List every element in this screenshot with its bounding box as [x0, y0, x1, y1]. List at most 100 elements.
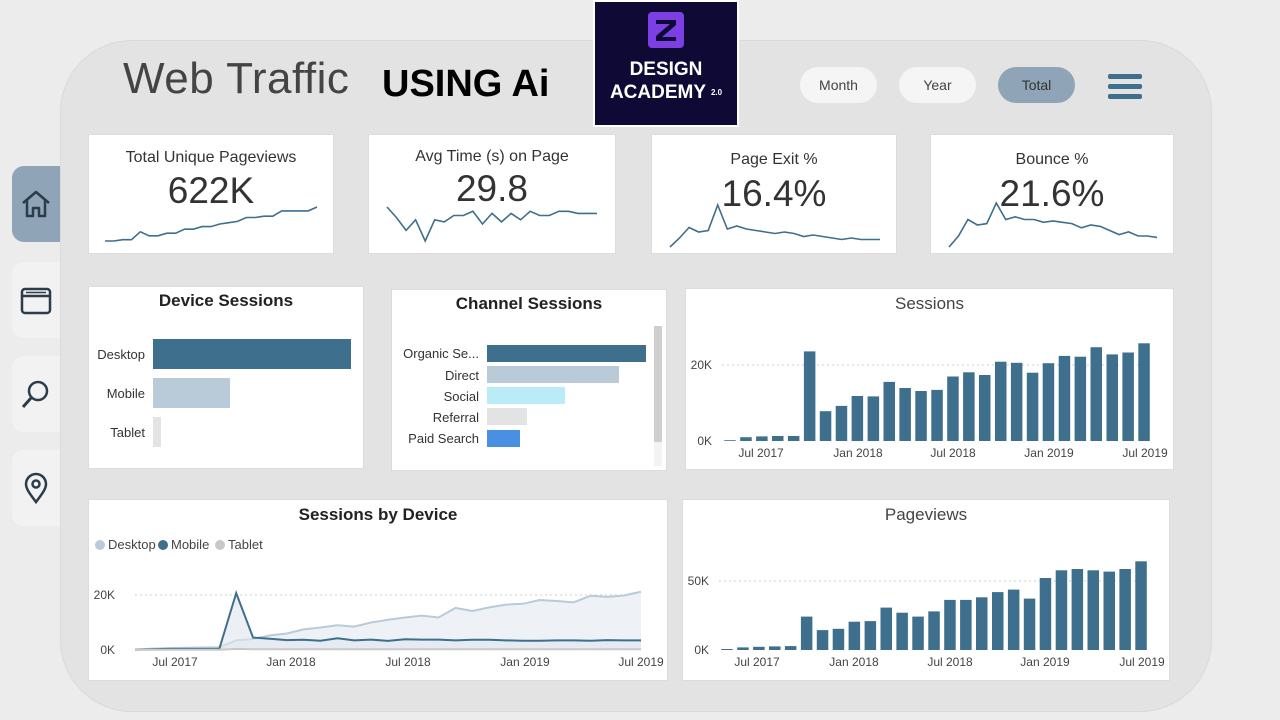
- legend-desktop[interactable]: Desktop: [95, 537, 156, 552]
- kpi-value: 622K: [167, 170, 255, 211]
- bar[interactable]: [756, 436, 768, 441]
- bar[interactable]: [1058, 355, 1071, 441]
- card-title: Sessions: [895, 294, 964, 313]
- device-bar-mobile[interactable]: [153, 378, 231, 408]
- bar[interactable]: [787, 436, 800, 441]
- channel-label: Referral: [432, 410, 479, 425]
- device-bar-tablet[interactable]: [153, 417, 161, 447]
- kpi-label: Total Unique Pageviews: [125, 149, 297, 166]
- bar[interactable]: [1042, 363, 1055, 441]
- location-pin-icon: [24, 472, 48, 505]
- bar[interactable]: [851, 396, 864, 441]
- sidebar-item-search[interactable]: [12, 356, 60, 432]
- bar[interactable]: [995, 361, 1007, 441]
- sidebar-item-window[interactable]: [12, 262, 60, 338]
- bar[interactable]: [1122, 352, 1134, 442]
- bar[interactable]: [944, 599, 956, 650]
- channel-scrollbar-thumb[interactable]: [654, 326, 662, 442]
- search-icon: [21, 380, 49, 408]
- device-sessions-card: Device Sessions Desktop Mobile Tablet: [88, 286, 364, 469]
- bar[interactable]: [800, 616, 813, 650]
- bar[interactable]: [784, 646, 797, 650]
- bar[interactable]: [753, 646, 765, 650]
- bar[interactable]: [992, 592, 1004, 650]
- bar[interactable]: [1010, 362, 1023, 441]
- bar[interactable]: [1074, 356, 1087, 441]
- sidebar-item-location[interactable]: [12, 450, 60, 526]
- bar[interactable]: [1090, 347, 1103, 441]
- bar[interactable]: [1087, 570, 1100, 650]
- channel-scrollbar-track[interactable]: [654, 326, 662, 466]
- kpi-value: 16.4%: [721, 173, 827, 214]
- bar[interactable]: [1138, 343, 1150, 441]
- sidebar-item-home[interactable]: [12, 166, 60, 242]
- bar[interactable]: [819, 411, 832, 441]
- legend-tablet[interactable]: Tablet: [215, 537, 263, 552]
- bar[interactable]: [1039, 578, 1052, 650]
- x-tick-label: Jan 2018: [833, 446, 883, 460]
- device-bar-desktop[interactable]: [153, 339, 351, 369]
- bar[interactable]: [1007, 589, 1020, 650]
- bar[interactable]: [1055, 570, 1068, 650]
- filter-month-button[interactable]: Month: [800, 67, 877, 103]
- bar[interactable]: [1026, 372, 1039, 441]
- sessions-chart-card: Sessions 0K 20K Jul 2017 Jan 2018 Jul 2018 Ja…: [685, 288, 1174, 470]
- bar[interactable]: [896, 612, 908, 650]
- filter-year-button[interactable]: Year: [899, 67, 976, 103]
- bar[interactable]: [1103, 571, 1116, 650]
- card-title: Channel Sessions: [455, 294, 603, 313]
- x-tick-label: Jul 2018: [927, 655, 973, 669]
- bar[interactable]: [864, 621, 877, 650]
- filter-total-button[interactable]: Total: [998, 67, 1075, 103]
- bar[interactable]: [803, 351, 816, 441]
- bar[interactable]: [883, 381, 896, 441]
- bar[interactable]: [772, 436, 784, 441]
- bar[interactable]: [816, 630, 829, 650]
- bar[interactable]: [931, 389, 943, 441]
- channel-bar-referral[interactable]: [487, 408, 527, 425]
- bar[interactable]: [912, 616, 924, 650]
- y-tick-label: 20K: [691, 358, 712, 372]
- bar[interactable]: [928, 611, 940, 650]
- logo-z-icon: [648, 12, 684, 48]
- bar[interactable]: [848, 621, 861, 650]
- bar[interactable]: [1119, 569, 1131, 650]
- y-tick-label: 20K: [94, 588, 115, 602]
- series-line-tablet[interactable]: [134, 647, 641, 651]
- logo-text-design: DESIGN: [629, 59, 703, 80]
- bar[interactable]: [963, 372, 975, 441]
- bar[interactable]: [880, 607, 893, 650]
- bar[interactable]: [976, 597, 988, 650]
- bar[interactable]: [915, 391, 927, 441]
- bar[interactable]: [737, 647, 749, 650]
- bar[interactable]: [769, 646, 781, 650]
- channel-bar-direct[interactable]: [487, 366, 619, 383]
- bar[interactable]: [899, 388, 911, 441]
- bar[interactable]: [867, 396, 880, 441]
- bar[interactable]: [979, 375, 991, 441]
- bar[interactable]: [835, 405, 848, 441]
- channel-bar-organic[interactable]: [487, 345, 646, 362]
- bar[interactable]: [832, 628, 845, 650]
- bar[interactable]: [1071, 569, 1084, 650]
- bar[interactable]: [1106, 354, 1119, 441]
- bar[interactable]: [1023, 598, 1036, 650]
- bar[interactable]: [721, 649, 733, 650]
- bar[interactable]: [740, 437, 752, 441]
- x-tick-label: Jul 2019: [618, 655, 664, 669]
- pageviews-chart-card: Pageviews 0K 50K Jul 2017 Jan 2018 Jul 2018 J…: [682, 499, 1170, 681]
- channel-bar-paid-search[interactable]: [487, 430, 521, 447]
- menu-hamburger-icon[interactable]: [1108, 74, 1142, 100]
- y-tick-label: 0K: [100, 643, 115, 657]
- legend-mobile[interactable]: Mobile: [158, 537, 209, 552]
- channel-bar-social[interactable]: [487, 387, 565, 404]
- bar[interactable]: [1135, 561, 1147, 650]
- bar[interactable]: [960, 599, 972, 650]
- kpi-sparkline: [669, 202, 880, 248]
- bar[interactable]: [947, 376, 959, 442]
- page-subtitle: USING Ai: [382, 63, 550, 105]
- channel-label: Direct: [445, 368, 479, 383]
- bar[interactable]: [724, 440, 736, 441]
- filter-total-label: Total: [1021, 77, 1052, 93]
- kpi-card-page-exit: Page Exit % 16.4%: [651, 134, 897, 254]
